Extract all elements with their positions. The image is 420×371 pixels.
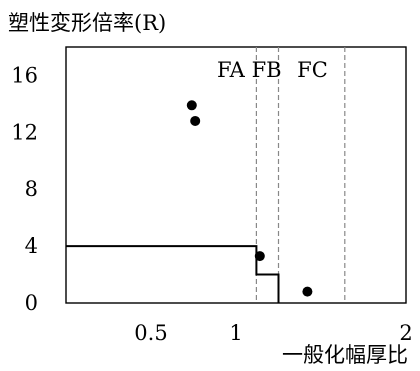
data-point (254, 251, 265, 262)
zone-label-fc: FC (297, 58, 328, 82)
x-tick-label: 0.5 (134, 321, 167, 345)
y-tick-label: 12 (11, 120, 38, 144)
zone-label-fa: FA (217, 58, 246, 82)
zone-label-fb: FB (252, 58, 282, 82)
y-tick-label: 16 (11, 63, 38, 87)
x-tick-label: 2 (399, 321, 412, 345)
x-axis-title: 一般化幅厚比 (282, 343, 408, 367)
x-tick-label: 1 (229, 321, 242, 345)
data-point (302, 286, 313, 297)
y-tick-label: 4 (25, 234, 38, 258)
y-axis-title: 塑性変形倍率(R) (8, 11, 166, 35)
data-point (190, 115, 201, 126)
y-tick-label: 8 (25, 177, 38, 201)
y-tick-label: 0 (25, 291, 38, 315)
data-point (186, 100, 197, 111)
limit-step-line (66, 245, 280, 303)
plot-frame (65, 46, 407, 304)
